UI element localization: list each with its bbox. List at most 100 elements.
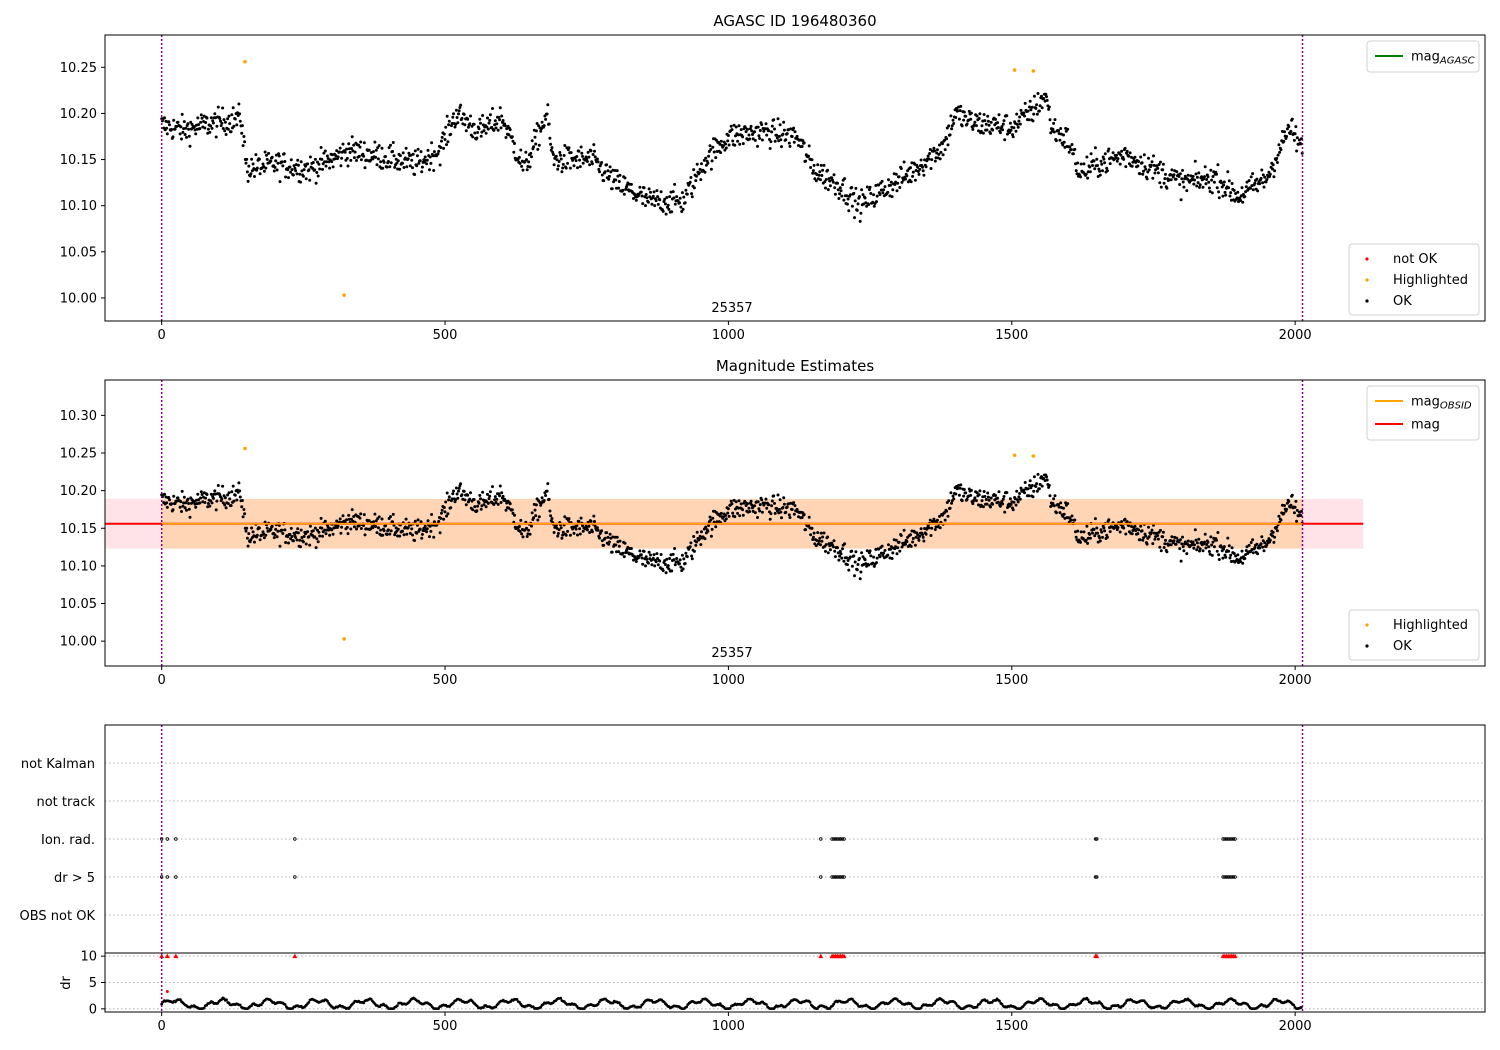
ok-point (898, 549, 902, 553)
ok-point (836, 546, 839, 550)
ok-point (666, 203, 670, 207)
ok-point (847, 209, 851, 213)
legend-point-label: OK (1393, 639, 1412, 654)
ok-point (507, 133, 511, 137)
ok-point (235, 498, 239, 502)
ok-point (737, 499, 741, 503)
ok-point (415, 164, 419, 168)
ok-point (618, 539, 622, 543)
ok-point (670, 569, 674, 573)
ok-point (501, 119, 505, 122)
ok-point (357, 154, 361, 158)
ok-point (757, 134, 761, 138)
ok-point (203, 126, 207, 130)
ok-point (1289, 129, 1293, 133)
ok-point (978, 489, 982, 493)
ok-point (1271, 163, 1275, 167)
ok-point (534, 129, 538, 133)
ok-point (1105, 169, 1109, 173)
ok-point (1111, 151, 1115, 155)
ok-point (345, 147, 349, 151)
ok-point (1019, 108, 1023, 112)
ok-point (188, 515, 192, 519)
ok-point (1192, 546, 1196, 550)
ok-point (947, 499, 951, 503)
ok-point (1038, 104, 1042, 108)
ok-point (642, 549, 646, 553)
ok-point (736, 511, 740, 515)
ok-point (196, 492, 200, 496)
x-tick-label: 1000 (712, 673, 745, 688)
ok-point (893, 183, 897, 186)
ok-point (550, 146, 554, 150)
ok-point (787, 141, 791, 145)
line-legend: magAGASC (1366, 40, 1480, 73)
ok-point (1079, 175, 1082, 179)
ok-point (793, 504, 797, 508)
ok-point (240, 124, 244, 128)
ok-point (1059, 501, 1063, 505)
ok-point (224, 506, 228, 510)
ok-point (1210, 191, 1214, 195)
ok-point (785, 132, 789, 136)
ok-point (802, 513, 806, 517)
ok-point (746, 502, 749, 506)
ok-point (749, 124, 753, 128)
ok-point (579, 516, 583, 520)
ok-point (675, 195, 679, 199)
ok-point (1223, 190, 1227, 194)
ok-point (890, 557, 894, 560)
ok-point (855, 208, 859, 212)
ok-point (294, 169, 298, 173)
ok-point (420, 165, 424, 169)
ok-point (645, 196, 649, 200)
ok-point (1222, 547, 1226, 551)
ok-point (980, 499, 984, 503)
ok-point (753, 511, 757, 515)
ok-point (913, 543, 917, 547)
ok-point (264, 533, 268, 537)
ok-point (492, 503, 496, 506)
ok-point (338, 150, 341, 154)
ok-point (1152, 154, 1155, 158)
ok-point (525, 535, 529, 538)
ok-point (946, 143, 950, 147)
ok-point (607, 542, 611, 546)
ok-point (184, 501, 188, 505)
ok-point (666, 564, 670, 568)
ok-point (242, 508, 246, 511)
ok-point (197, 123, 200, 127)
ok-point (985, 502, 989, 506)
ok-point (1193, 528, 1197, 532)
ok-point (1027, 118, 1031, 122)
ok-point (1084, 538, 1088, 542)
ok-point (1069, 148, 1073, 152)
ok-point (593, 524, 597, 528)
ok-point (229, 130, 233, 134)
ok-point (221, 127, 225, 130)
ok-point (1159, 160, 1162, 164)
ok-point (517, 525, 521, 528)
ok-point (685, 555, 689, 559)
ok-point (246, 179, 250, 183)
ok-point (221, 484, 225, 488)
ok-point (1005, 491, 1009, 495)
ok-point (478, 117, 482, 121)
ok-point (819, 543, 822, 547)
ok-point (586, 150, 590, 154)
ok-point (304, 177, 308, 181)
ok-point (730, 502, 734, 506)
ok-point (479, 507, 483, 511)
x-tick-label: 0 (158, 673, 166, 688)
ok-point (973, 496, 977, 500)
ok-point (498, 494, 502, 498)
ok-point (430, 513, 434, 516)
ok-point (568, 166, 572, 170)
ok-point (171, 135, 175, 139)
ok-point (711, 145, 715, 149)
ok-point (853, 574, 856, 578)
flag-marker (819, 837, 823, 841)
ok-point (389, 161, 393, 165)
ok-point (572, 164, 576, 168)
